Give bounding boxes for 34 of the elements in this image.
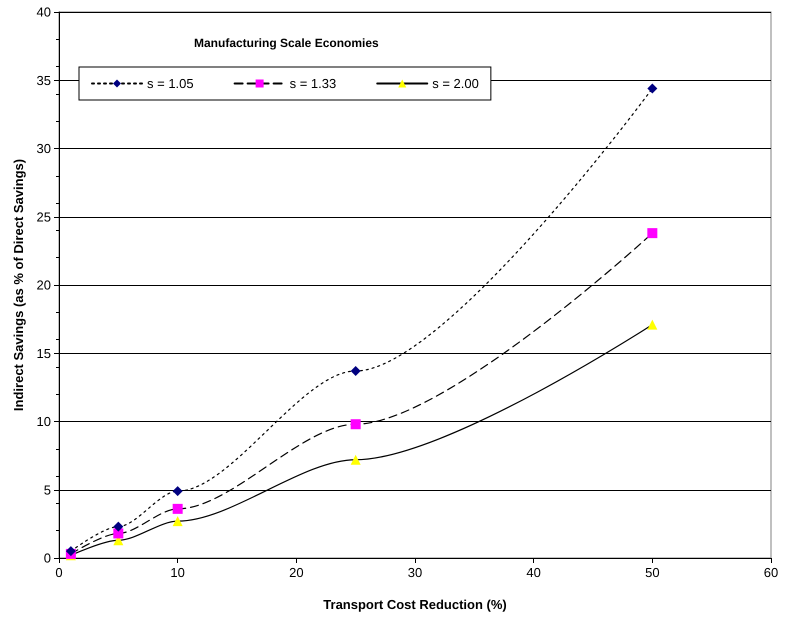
y-tick-label: 15 — [36, 346, 51, 361]
point — [66, 546, 76, 556]
point — [350, 419, 361, 430]
x-tick-label: 20 — [289, 565, 304, 580]
y-axis-title: Indirect Savings (as % of Direct Savings) — [11, 158, 26, 412]
y-tick-label: 0 — [44, 550, 51, 566]
legend-label: s = 1.33 — [290, 76, 336, 91]
point — [113, 522, 124, 532]
x-tick-label: 40 — [526, 565, 541, 580]
point — [647, 228, 658, 238]
point — [172, 504, 183, 514]
legend-label: s = 2.00 — [432, 76, 479, 91]
point — [113, 528, 124, 538]
y-tick-label: 40 — [36, 4, 51, 20]
point — [647, 83, 658, 94]
y-tick-label: 25 — [36, 209, 51, 224]
y-tick-label: 20 — [36, 278, 51, 292]
y-tick-label: 30 — [36, 141, 51, 156]
legend-label: s = 1.05 — [147, 76, 194, 91]
x-axis-title: Transport Cost Reduction (%) — [323, 597, 507, 612]
y-tick-label: 5 — [44, 482, 51, 498]
y-tick-label: 10 — [36, 414, 51, 429]
x-tick-label: 50 — [645, 565, 660, 580]
point — [350, 366, 361, 376]
point — [172, 486, 183, 496]
point — [647, 320, 658, 330]
legend-title: Manufacturing Scale Economies — [194, 36, 380, 50]
x-tick-label: 0 — [55, 565, 63, 580]
x-tick-label: 30 — [408, 565, 422, 580]
point — [172, 516, 183, 526]
x-tick-label: 10 — [170, 565, 185, 580]
y-tick-label: 35 — [36, 72, 51, 88]
x-tick-label: 60 — [764, 565, 778, 580]
point — [350, 454, 361, 465]
